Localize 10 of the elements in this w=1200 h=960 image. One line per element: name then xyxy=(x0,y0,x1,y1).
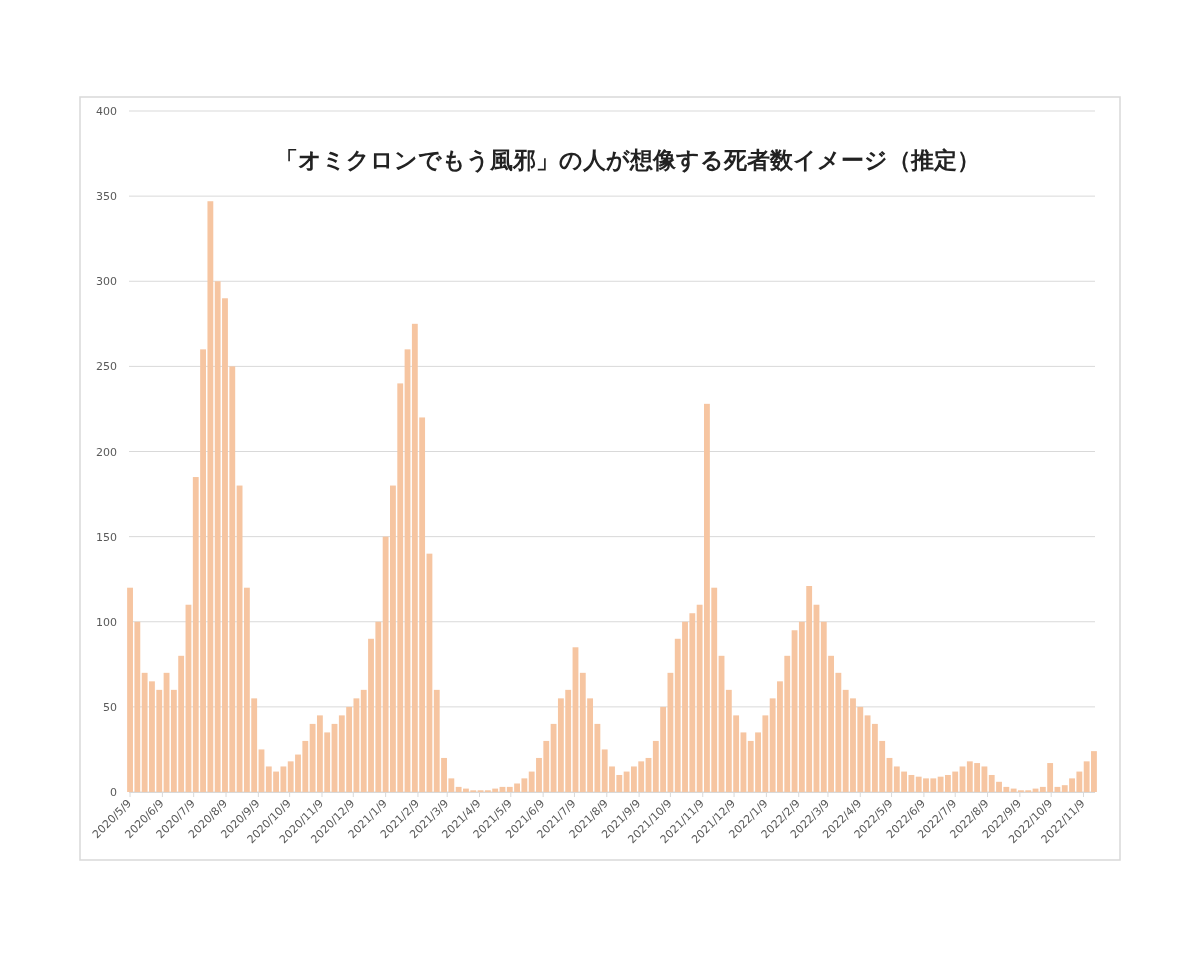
y-tick-label: 50 xyxy=(103,700,117,714)
y-tick-label: 150 xyxy=(96,530,117,544)
y-tick-label: 0 xyxy=(110,786,117,799)
y-tick-label: 300 xyxy=(96,275,117,289)
y-tick-label: 400 xyxy=(96,105,117,118)
y-tick-label: 350 xyxy=(96,190,117,204)
text: 「オミクロンでもう風邪」の人が想像する死者数イメージ（推定） xyxy=(274,147,980,173)
y-tick-label: 200 xyxy=(96,445,117,459)
y-tick-label: 100 xyxy=(96,615,117,629)
y-tick-label: 250 xyxy=(96,360,117,374)
